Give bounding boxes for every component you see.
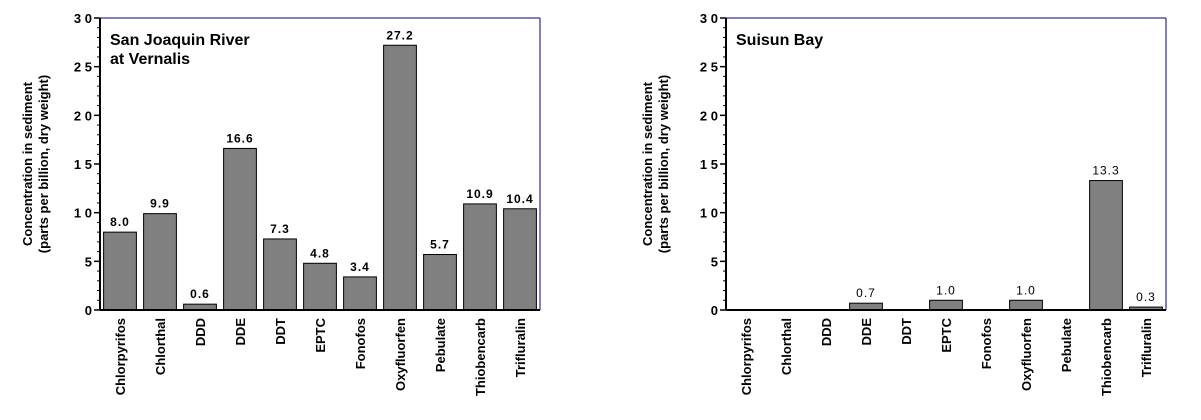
data-label: 16.6 bbox=[226, 131, 253, 145]
x-category-label: Oxyfluorfen bbox=[1019, 318, 1034, 391]
y-tick-label: 5 bbox=[85, 254, 92, 269]
y-tick-label: 1 0 bbox=[74, 206, 92, 221]
chart-title: Suisun Bay bbox=[736, 32, 823, 49]
x-category-label: Pebulate bbox=[1059, 318, 1074, 372]
bar-oxyfluorfen bbox=[383, 44, 417, 311]
bar-ddt bbox=[263, 238, 297, 311]
y-tick-label: 1 0 bbox=[700, 206, 718, 221]
bar-fonofos bbox=[343, 276, 377, 311]
y-tick-label: 0 bbox=[85, 303, 92, 318]
x-category-label: DDD bbox=[819, 318, 834, 346]
data-label: 7.3 bbox=[270, 222, 290, 236]
data-label: 5.7 bbox=[430, 238, 450, 252]
x-category-label: Thiobencarb bbox=[1099, 318, 1114, 396]
chart-san-joaquin: 0 5 1 0 1 5 2 0 2 5 3 0 8.0 Chlorpyrifos 9.9 Chlor… bbox=[20, 11, 541, 396]
bar-trifluralin bbox=[503, 208, 537, 311]
data-label: 0.7 bbox=[856, 286, 876, 300]
x-category-label: DDD bbox=[193, 318, 208, 346]
x-category-label: Fonofos bbox=[353, 318, 368, 369]
x-category-label: DDE bbox=[233, 318, 248, 346]
data-label: 10.4 bbox=[506, 192, 533, 206]
bar-chlorthal bbox=[143, 213, 177, 311]
data-label: 0.3 bbox=[1136, 290, 1156, 304]
bar-pebulate bbox=[423, 254, 457, 311]
bar-chlorpyrifos bbox=[103, 231, 137, 311]
data-label: 4.8 bbox=[310, 246, 330, 260]
x-category-label: Trifluralin bbox=[1139, 318, 1154, 377]
x-category-label: EPTC bbox=[939, 317, 954, 352]
data-label: 9.9 bbox=[150, 197, 170, 211]
data-label: 13.3 bbox=[1092, 164, 1119, 178]
x-category-label: Chlorthal bbox=[779, 318, 794, 375]
x-category-label: Thiobencarb bbox=[473, 318, 488, 396]
data-label: 1.0 bbox=[1016, 283, 1036, 297]
data-label: 10.9 bbox=[466, 187, 493, 201]
y-tick-label: 1 5 bbox=[74, 157, 92, 172]
x-category-label: Oxyfluorfen bbox=[393, 318, 408, 391]
bar-dde bbox=[223, 147, 257, 311]
data-label: 0.6 bbox=[190, 287, 210, 301]
y-tick-label: 2 0 bbox=[74, 108, 92, 123]
x-category-label: DDT bbox=[899, 318, 914, 345]
y-tick-label: 5 bbox=[711, 254, 718, 269]
y-tick-label: 1 5 bbox=[700, 157, 718, 172]
x-category-label: Chlorpyrifos bbox=[739, 318, 754, 395]
y-tick-label: 3 0 bbox=[74, 11, 92, 26]
x-category-label: Trifluralin bbox=[513, 318, 528, 377]
bar-eptc bbox=[303, 262, 337, 311]
y-tick-label: 0 bbox=[711, 303, 718, 318]
y-tick-label: 3 0 bbox=[700, 11, 718, 26]
bar-thiobencarb bbox=[1089, 180, 1123, 311]
y-tick-label: 2 5 bbox=[74, 60, 92, 75]
chart-suisun-bay: 0 5 1 0 1 5 2 0 2 5 3 0 Chlorpyrifos Chlorthal DD… bbox=[640, 11, 1167, 396]
y-axis-label: Concentration in sediment(parts per bill… bbox=[640, 75, 671, 253]
bar-thiobencarb bbox=[463, 203, 497, 311]
data-label: 27.2 bbox=[386, 28, 413, 42]
y-tick-label: 2 5 bbox=[700, 60, 718, 75]
data-label: 8.0 bbox=[110, 215, 130, 229]
data-label: 3.4 bbox=[350, 260, 370, 274]
x-category-label: EPTC bbox=[313, 317, 328, 352]
y-axis-label: Concentration in sediment(parts per bill… bbox=[20, 75, 51, 253]
bar-eptc bbox=[929, 299, 963, 311]
bar-oxyfluorfen bbox=[1009, 299, 1043, 311]
x-category-label: Pebulate bbox=[433, 318, 448, 372]
chart-title: San Joaquin River at Vernalis bbox=[110, 32, 250, 68]
x-category-label: Chlorpyrifos bbox=[113, 318, 128, 395]
x-category-label: Fonofos bbox=[979, 318, 994, 369]
x-category-label: Chlorthal bbox=[153, 318, 168, 375]
bar-dde bbox=[849, 302, 883, 311]
x-category-label: DDE bbox=[859, 318, 874, 346]
y-tick-label: 2 0 bbox=[700, 108, 718, 123]
x-category-label: DDT bbox=[273, 318, 288, 345]
data-label: 1.0 bbox=[936, 283, 956, 297]
